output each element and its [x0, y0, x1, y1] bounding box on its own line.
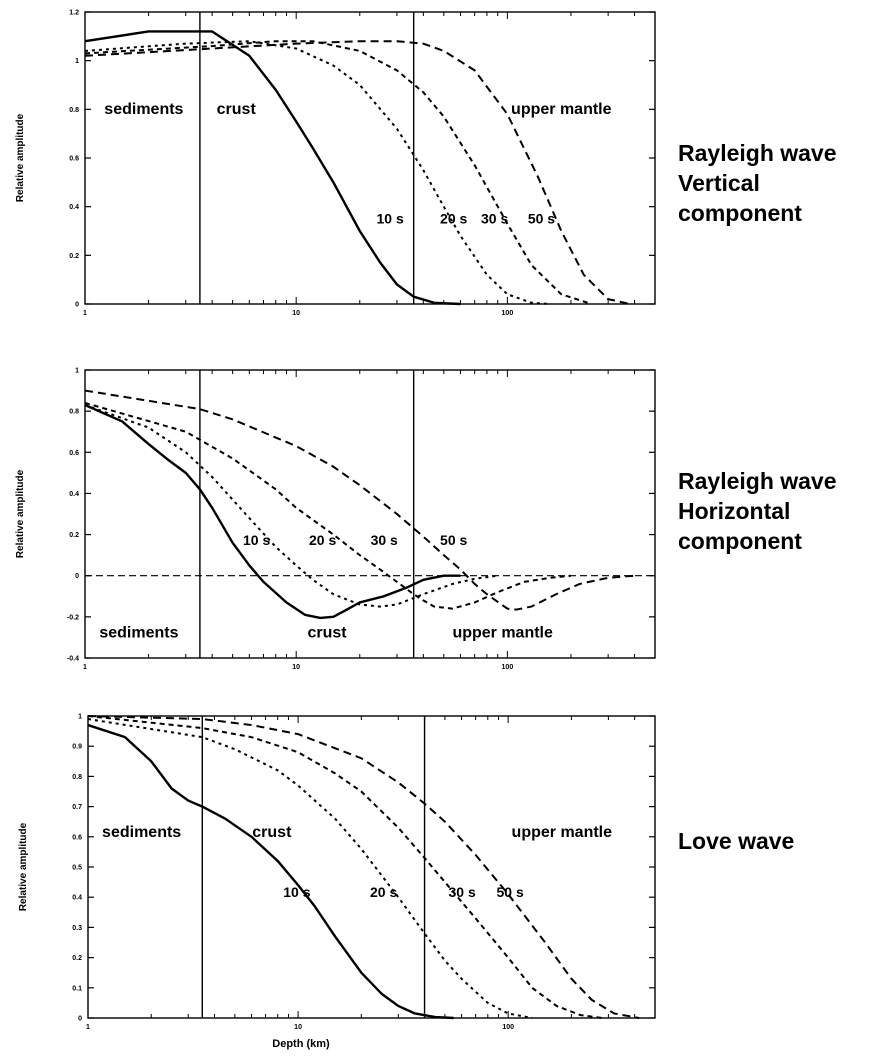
series-line — [84, 401, 572, 610]
series-line — [84, 30, 461, 306]
region-label: upper mantle — [511, 101, 612, 118]
panel-1: -0.4 -0.2 0 0.2 0.4 0.6 0.8 1 1 10 100 Relative amp… — [15, 368, 656, 671]
x-tick-label: 100 — [502, 310, 514, 317]
plot-frame — [87, 715, 656, 1019]
y-tick-label: 0.8 — [72, 774, 82, 781]
x-tick-label: 1 — [86, 1024, 90, 1031]
region-label: crust — [217, 101, 257, 118]
region-label: crust — [252, 824, 292, 841]
series-line — [87, 723, 454, 1020]
series-line — [84, 40, 592, 305]
y-tick-label: 1 — [75, 58, 79, 65]
y-tick-label: 0.6 — [69, 156, 79, 163]
y-tick-label: 0.9 — [72, 744, 82, 751]
region-label: upper mantle — [512, 824, 613, 841]
series-label: 30 s — [449, 884, 476, 900]
y-axis-label: Relative amplitude — [18, 822, 29, 911]
series-line — [87, 718, 533, 1019]
panel-title-line: Rayleigh wave — [678, 468, 837, 494]
panel-title-line: component — [678, 200, 802, 226]
x-tick-label: 100 — [502, 1024, 514, 1031]
series-label: 50 s — [440, 532, 467, 548]
series-label: 10 s — [283, 884, 310, 900]
y-tick-label: 0.6 — [69, 450, 79, 457]
y-tick-label: 1.2 — [69, 10, 79, 17]
series-line — [84, 40, 551, 305]
panel-title-love-wave: Love wave — [678, 826, 794, 856]
series-label: 30 s — [371, 532, 398, 548]
panel-title-line: component — [678, 528, 802, 554]
y-tick-label: 0.2 — [69, 532, 79, 539]
y-tick-label: 0.6 — [72, 834, 82, 841]
series-line — [84, 404, 498, 608]
y-tick-label: 1 — [78, 714, 82, 721]
y-tick-label: 0.2 — [69, 253, 79, 260]
x-tick-label: 10 — [292, 664, 300, 671]
y-tick-label: 0 — [75, 573, 79, 580]
y-tick-label: 0.8 — [69, 107, 79, 114]
x-axis-label: Depth (km) — [272, 1038, 330, 1050]
series-line — [84, 40, 631, 305]
series-label: 50 s — [497, 884, 524, 900]
region-label: crust — [307, 624, 347, 641]
panel-title-line: Love wave — [678, 828, 795, 854]
y-tick-label: 0.4 — [72, 895, 82, 902]
y-tick-label: 0.8 — [69, 409, 79, 416]
y-axis-label: Relative amplitude — [15, 469, 26, 558]
x-tick-label: 1 — [83, 664, 87, 671]
x-tick-label: 10 — [294, 1024, 302, 1031]
series-line — [84, 389, 635, 611]
x-tick-label: 1 — [83, 310, 87, 317]
series-label: 10 s — [376, 211, 403, 227]
y-tick-label: 0 — [75, 302, 79, 309]
x-tick-label: 100 — [502, 664, 514, 671]
y-tick-label: 0.1 — [72, 985, 82, 992]
panel-title-rayleigh-horizontal: Rayleigh wave Horizontal component — [678, 466, 837, 556]
y-tick-label: 0.5 — [72, 865, 82, 872]
y-tick-label: 0.7 — [72, 804, 82, 811]
panel-title-line: Rayleigh wave — [678, 140, 837, 166]
y-tick-label: -0.2 — [67, 614, 79, 621]
series-label: 10 s — [243, 532, 270, 548]
series-line — [84, 403, 461, 620]
panel-title-line: Horizontal — [678, 498, 791, 524]
series-label: 20 s — [309, 532, 336, 548]
series-line — [87, 715, 603, 1019]
y-tick-label: -0.4 — [67, 656, 79, 663]
region-label: upper mantle — [452, 624, 553, 641]
series-label: 20 s — [370, 884, 397, 900]
plot-frame — [84, 11, 656, 305]
y-tick-label: 0.2 — [72, 955, 82, 962]
region-label: sediments — [99, 624, 178, 641]
panel-0: 0 0.2 0.4 0.6 0.8 1 1.2 1 10 100 Relative amplitud… — [15, 10, 656, 317]
panel-title-line: Vertical — [678, 170, 760, 196]
y-tick-label: 0.3 — [72, 925, 82, 932]
panel-title-rayleigh-vertical: Rayleigh wave Vertical component — [678, 138, 837, 228]
y-tick-label: 0.4 — [69, 204, 79, 211]
y-tick-label: 1 — [75, 368, 79, 375]
y-tick-label: 0 — [78, 1016, 82, 1023]
y-axis-label: Relative amplitude — [15, 113, 26, 202]
region-label: sediments — [104, 101, 183, 118]
x-tick-label: 10 — [292, 310, 300, 317]
plot-frame — [84, 369, 656, 659]
region-label: sediments — [102, 824, 181, 841]
panel-2: 0 0.1 0.2 0.3 0.4 0.5 0.6 0.7 0.8 0.9 1 1 10 100 Relat… — [18, 714, 656, 1031]
series-line — [87, 715, 640, 1019]
series-label: 20 s — [440, 211, 467, 227]
y-tick-label: 0.4 — [69, 491, 79, 498]
series-label: 30 s — [481, 211, 508, 227]
series-label: 50 s — [528, 211, 555, 227]
